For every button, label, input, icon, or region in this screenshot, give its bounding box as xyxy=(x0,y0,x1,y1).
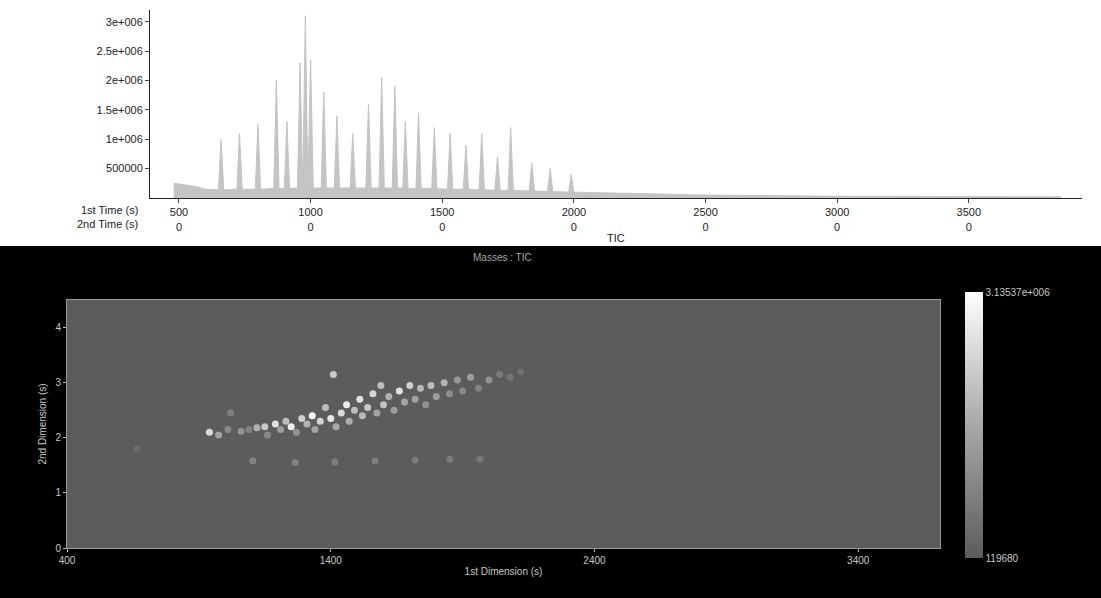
svg-text:1st Time (s): 1st Time (s) xyxy=(81,204,138,216)
svg-text:2400: 2400 xyxy=(583,555,606,566)
svg-text:400: 400 xyxy=(59,555,76,566)
svg-text:1: 1 xyxy=(55,487,61,498)
svg-text:20000: 20000 xyxy=(562,206,586,232)
svg-text:3.13537e+006: 3.13537e+006 xyxy=(986,287,1051,298)
svg-text:1400: 1400 xyxy=(320,555,343,566)
svg-text:Masses : TIC: Masses : TIC xyxy=(473,252,532,263)
svg-text:15000: 15000 xyxy=(430,206,454,232)
svg-text:5000: 5000 xyxy=(170,206,188,232)
svg-text:3400: 3400 xyxy=(847,555,870,566)
svg-text:10000: 10000 xyxy=(298,206,322,232)
svg-text:2nd Dimension (s): 2nd Dimension (s) xyxy=(37,383,48,464)
svg-text:25000: 25000 xyxy=(693,206,717,232)
svg-text:1.5e+006: 1.5e+006 xyxy=(97,104,143,116)
svg-text:35000: 35000 xyxy=(957,206,981,232)
svg-text:4: 4 xyxy=(55,322,61,333)
svg-text:1st Dimension (s): 1st Dimension (s) xyxy=(465,566,543,577)
svg-text:TIC: TIC xyxy=(607,232,625,244)
svg-text:0: 0 xyxy=(55,543,61,554)
svg-text:2.5e+006: 2.5e+006 xyxy=(97,45,143,57)
svg-text:2e+006: 2e+006 xyxy=(106,74,143,86)
svg-text:30000: 30000 xyxy=(825,206,849,232)
svg-text:119680: 119680 xyxy=(986,553,1019,564)
svg-text:1e+006: 1e+006 xyxy=(106,133,143,145)
svg-text:2: 2 xyxy=(55,432,61,443)
svg-text:500000: 500000 xyxy=(106,162,143,174)
svg-text:3: 3 xyxy=(55,377,61,388)
svg-text:3e+006: 3e+006 xyxy=(106,16,143,28)
svg-text:2nd Time (s): 2nd Time (s) xyxy=(77,218,138,230)
